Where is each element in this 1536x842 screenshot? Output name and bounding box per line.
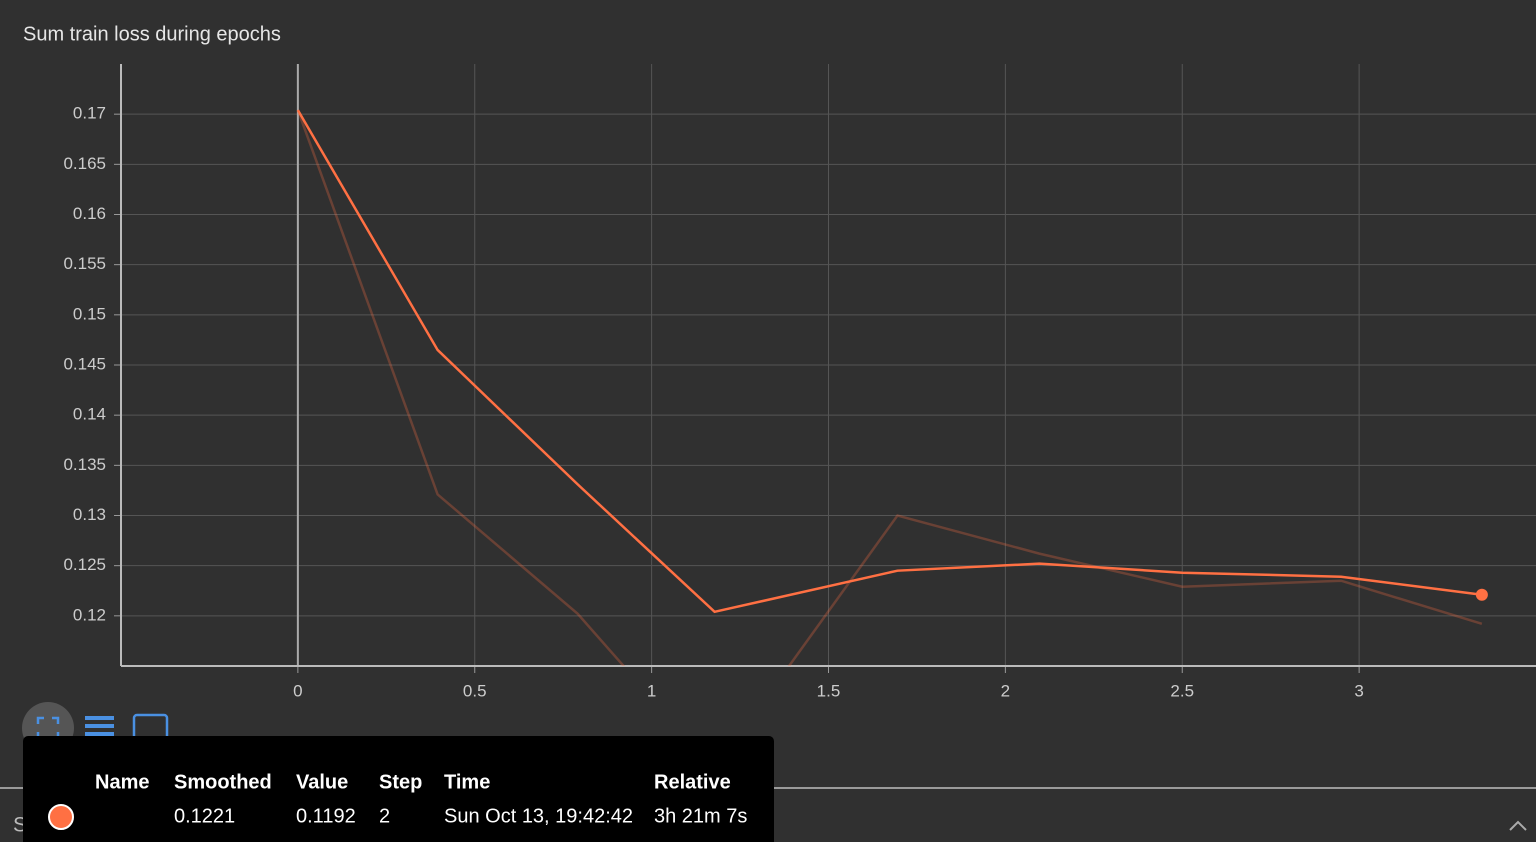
tooltip-header: Relative	[654, 771, 731, 793]
y-tick-label: 0.165	[63, 154, 106, 173]
tooltip-header: Smoothed	[174, 771, 272, 793]
y-tick-label: 0.155	[63, 254, 106, 273]
series-line	[296, 109, 1483, 666]
x-tick-label: 1	[647, 681, 656, 700]
tooltip-cell: 0.1221	[174, 805, 235, 827]
collapse-icon[interactable]	[1509, 820, 1527, 831]
tooltip	[23, 736, 774, 842]
x-tick-label: 2	[1001, 681, 1010, 700]
series-line	[296, 109, 1483, 614]
x-tick-label: 2.5	[1170, 681, 1194, 700]
tooltip-header: Value	[296, 771, 348, 793]
y-tick-label: 0.14	[73, 405, 106, 424]
y-tick-label: 0.16	[73, 204, 106, 223]
tooltip-cell: 3h 21m 7s	[654, 805, 747, 827]
y-tick-label: 0.125	[63, 555, 106, 574]
tooltip-cell: 2	[379, 805, 390, 827]
y-tick-label: 0.13	[73, 505, 106, 524]
y-tick-label: 0.15	[73, 304, 106, 323]
y-tick-label: 0.135	[63, 455, 106, 474]
y-tick-label: 0.12	[73, 605, 106, 624]
tooltip-header: Step	[379, 771, 422, 793]
tooltip-header: Time	[444, 771, 490, 793]
x-tick-label: 0	[293, 681, 302, 700]
y-tick-label: 0.145	[63, 354, 106, 373]
tooltip-cell: 0.1192	[296, 805, 356, 827]
fullscreen-icon	[36, 716, 60, 740]
chart-title: Sum train loss during epochs	[23, 23, 281, 45]
series-swatch	[48, 804, 74, 830]
tooltip-header: Name	[95, 771, 149, 793]
x-tick-label: 3	[1354, 681, 1363, 700]
y-tick-label: 0.17	[73, 104, 106, 123]
x-tick-label: 1.5	[817, 681, 841, 700]
x-tick-label: 0.5	[463, 681, 487, 700]
tooltip-cell: Sun Oct 13, 19:42:42	[444, 805, 633, 827]
hover-point	[1475, 588, 1488, 601]
